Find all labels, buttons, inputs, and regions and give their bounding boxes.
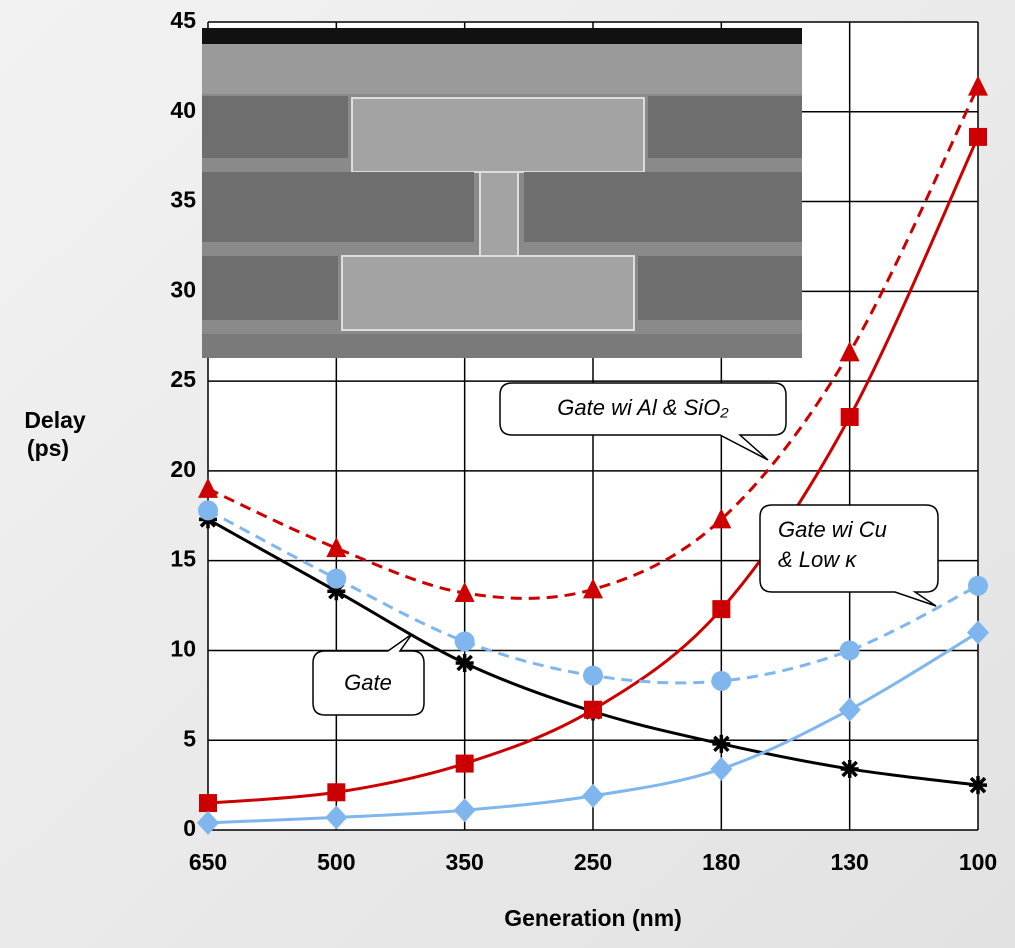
marker	[454, 581, 475, 602]
marker	[455, 754, 474, 773]
y-tick-label: 25	[170, 366, 196, 392]
marker	[199, 794, 217, 813]
marker	[840, 408, 859, 427]
y-tick-label: 15	[170, 546, 196, 572]
x-tick-label: 500	[317, 849, 355, 875]
marker	[198, 500, 218, 521]
marker	[582, 783, 604, 808]
x-tick-label: 180	[702, 849, 740, 875]
marker	[840, 759, 859, 778]
marker	[326, 568, 347, 589]
marker	[967, 620, 989, 645]
marker	[839, 640, 860, 661]
marker	[326, 537, 347, 558]
marker	[712, 734, 731, 753]
marker	[454, 631, 475, 652]
marker	[711, 508, 732, 529]
annotation: Gate wi Cu	[778, 517, 887, 542]
y-tick-label: 35	[170, 187, 196, 213]
marker	[327, 582, 346, 601]
marker	[325, 805, 348, 830]
annotation: Gate wi Al & SiO₂	[557, 395, 729, 420]
marker	[453, 798, 476, 823]
marker	[710, 756, 733, 781]
annotation: & Low κ	[778, 547, 857, 572]
marker	[583, 578, 603, 599]
callout-cu: Gate wi Cu & Low κ	[759, 504, 939, 607]
callout-gate: Gate	[312, 633, 425, 716]
x-tick-label: 350	[445, 849, 483, 875]
marker	[838, 697, 861, 722]
y-axis-label: (ps)	[27, 435, 69, 461]
y-tick-label: 5	[183, 725, 196, 751]
y-tick-label: 20	[170, 456, 196, 482]
sem-image	[202, 28, 802, 358]
marker	[839, 341, 860, 362]
marker	[711, 670, 732, 691]
series-line	[207, 85, 980, 600]
callout-al: Gate wi Al & SiO₂	[499, 382, 787, 461]
x-axis-label: Generation (nm)	[504, 905, 682, 931]
y-tick-label: 30	[170, 276, 196, 302]
annotation: Gate	[344, 670, 392, 695]
marker	[712, 600, 731, 619]
x-tick-label: 130	[830, 849, 868, 875]
series-layer	[197, 75, 989, 835]
y-tick-label: 45	[170, 7, 196, 33]
marker	[968, 75, 988, 96]
marker	[969, 127, 987, 146]
marker	[969, 776, 987, 795]
x-tick-label: 250	[574, 849, 612, 875]
y-axis-label: Delay	[24, 407, 86, 433]
marker	[968, 575, 988, 596]
x-tick-label: 650	[189, 849, 227, 875]
marker	[198, 477, 218, 498]
marker	[197, 810, 219, 835]
marker	[327, 783, 346, 802]
marker	[583, 665, 603, 686]
marker	[584, 700, 602, 719]
y-tick-label: 40	[170, 97, 196, 123]
y-tick-label: 0	[183, 815, 196, 841]
marker	[455, 654, 474, 673]
x-tick-label: 100	[959, 849, 997, 875]
y-tick-label: 10	[170, 636, 196, 662]
